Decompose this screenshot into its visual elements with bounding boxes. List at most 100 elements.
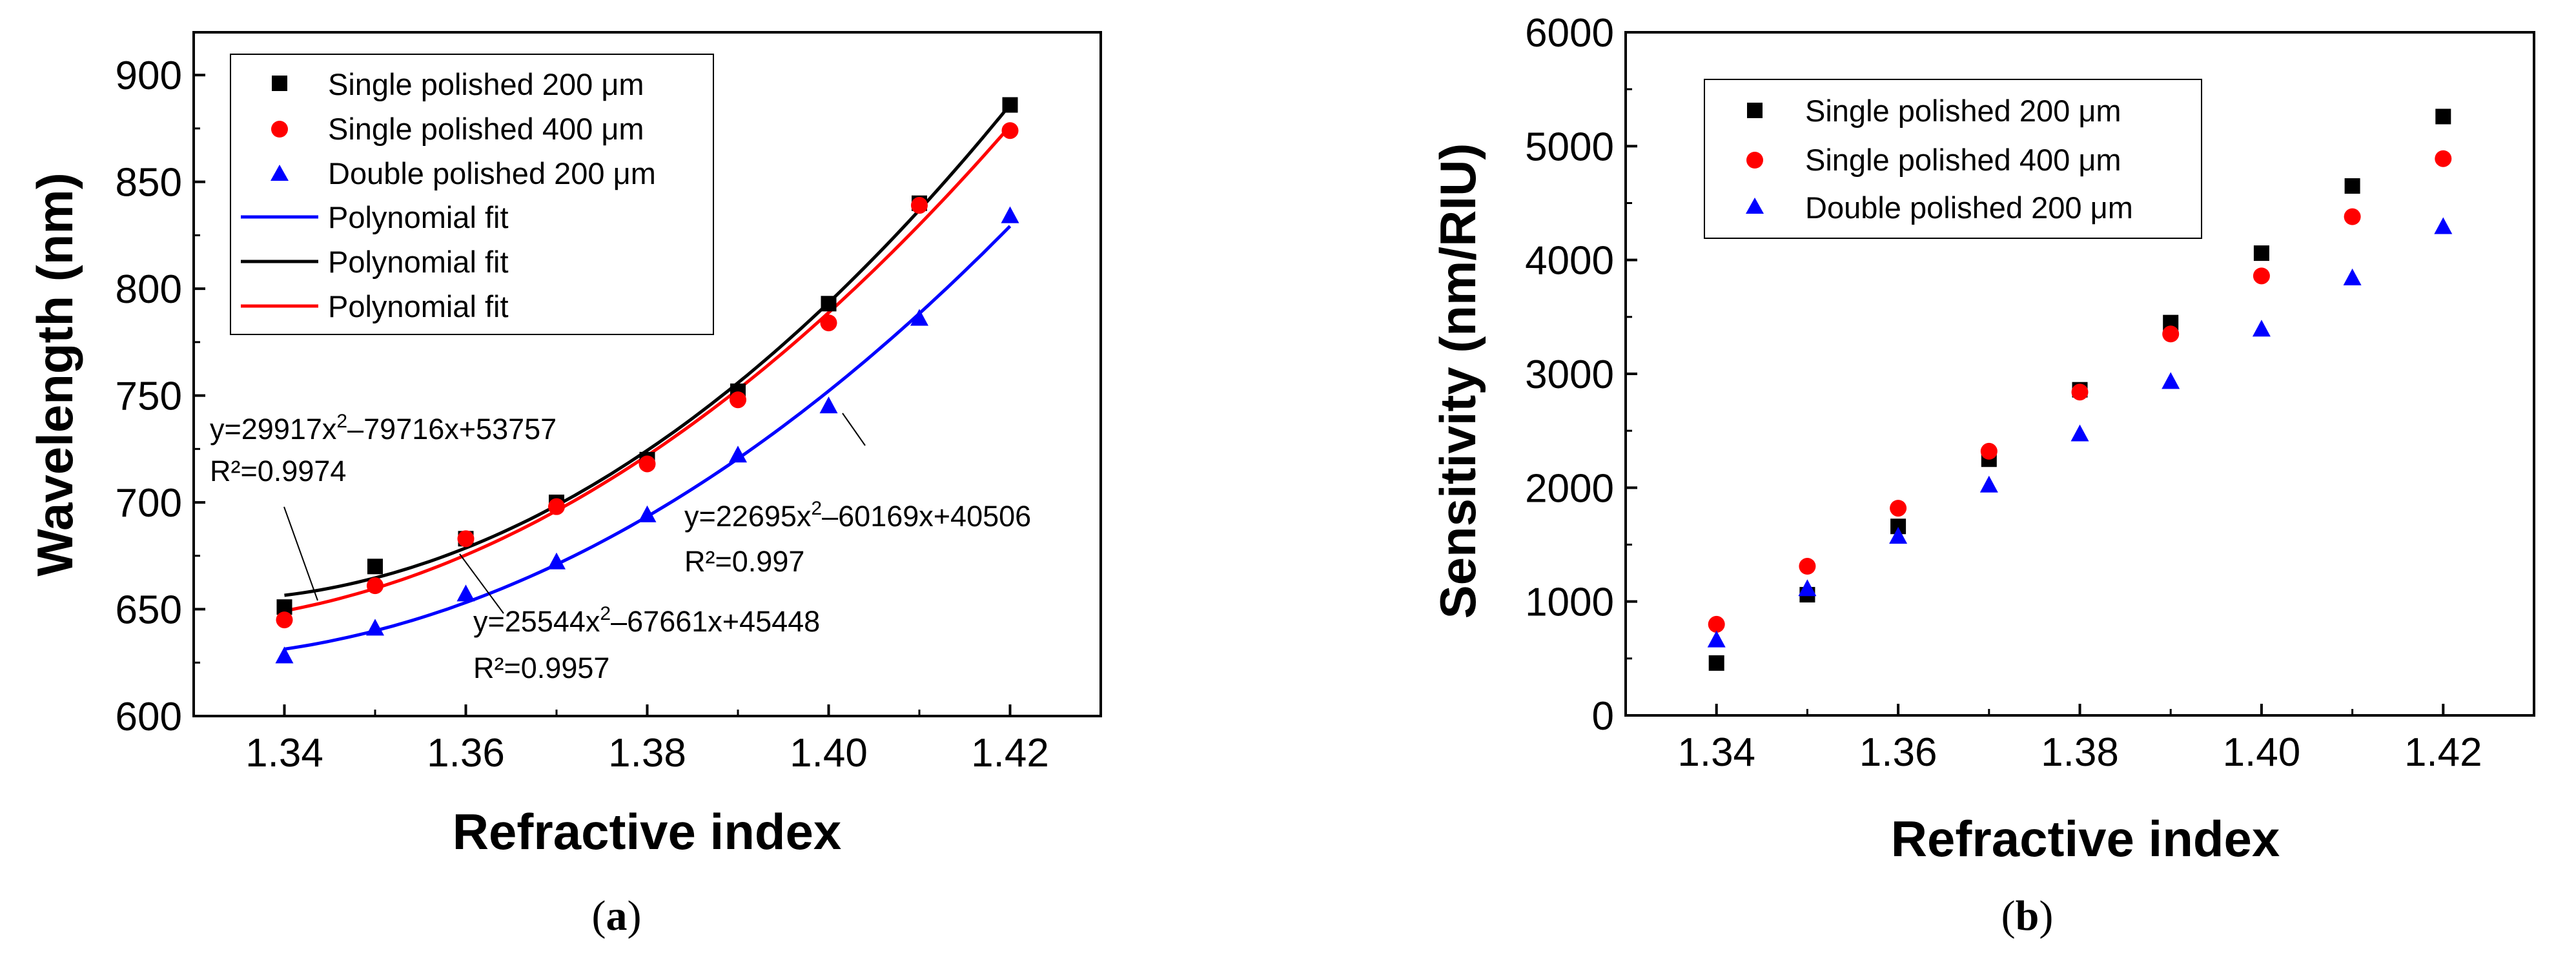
x-tick-label: 1.40 [790,731,868,775]
fit-equation: y=29917x2–79716x+53757 [210,411,557,446]
data-point-circle [1980,442,1998,460]
y-axis-label: Wavelength (nm) [26,172,83,576]
legend-box [1704,79,2202,239]
data-point-triangle [1707,630,1726,648]
panel-a-chart: 1.34 1.36 1.38 1.40 1.42 600 650 700 750 800 850 90… [26,31,1102,939]
annotation-leader [459,553,504,614]
y-tick-label: 850 [116,161,182,205]
y-tick-label: 5000 [1525,125,1614,169]
legend-label: Single polished 200 μm [1805,94,2121,128]
legend-marker-triangle [1746,198,1764,214]
data-point-square [367,558,383,575]
legend-label: Single polished 400 μm [328,112,644,146]
legend-marker-square [272,76,287,91]
y-tick-label: 6000 [1525,11,1614,56]
data-point-circle [730,391,746,409]
x-axis-label: Refractive index [453,803,842,860]
y-tick-label: 700 [116,481,182,526]
y-tick-label: 650 [116,588,182,633]
y-tick-label: 800 [116,267,182,312]
data-point-circle [1799,558,1816,575]
data-point-circle [2162,325,2180,343]
legend-marker-circle [271,121,288,138]
y-tick-label: 2000 [1525,466,1614,511]
legend-label: Polynomial fit [328,200,509,234]
y-tick-label: 4000 [1525,239,1614,283]
data-point-triangle [729,446,747,463]
data-point-triangle [1798,579,1817,597]
data-point-circle [276,611,293,629]
data-point-triangle [366,619,384,636]
data-point-square [821,296,837,312]
fit-r2: R²=0.997 [684,545,804,578]
data-point-triangle [2162,372,2180,389]
data-point-circle [911,197,928,214]
data-point-square [1002,97,1018,113]
legend-label: Double polished 200 μm [1805,190,2133,225]
data-point-triangle [275,646,294,664]
data-point-circle [1890,500,1907,517]
fit-equation: y=22695x2–60169x+40506 [684,498,1031,533]
axis-ticks: 1.34 1.36 1.38 1.40 1.42 600 650 700 750 800 850 90… [116,54,1049,775]
data-point-triangle [910,309,928,326]
y-tick-label: 600 [116,695,182,739]
data-point-square [1708,655,1724,671]
data-point-circle [367,577,383,595]
data-point-triangle [2343,268,2362,285]
annotation-leader [283,506,318,601]
x-tick-label: 1.34 [245,731,323,775]
y-tick-label: 0 [1592,694,1614,739]
x-axis-label: Refractive index [1891,810,2280,867]
legend-label: Single polished 200 μm [328,67,644,101]
data-points [275,97,1019,664]
data-point-circle [1708,615,1725,633]
panel-caption: (b) [2001,892,2054,939]
legend: Single polished 200 μm Single polished 4… [1704,79,2202,239]
data-point-circle [457,530,475,548]
data-point-triangle [819,396,838,414]
data-point-circle [820,314,837,332]
data-point-triangle [1889,527,1908,544]
data-point-square [2253,245,2269,261]
fit-r2: R²=0.9957 [473,651,609,684]
panel-caption: (a) [592,892,642,939]
x-tick-label: 1.40 [2223,730,2301,775]
data-point-triangle [638,505,657,522]
data-point-circle [1001,122,1019,139]
legend-label: Double polished 200 μm [328,156,656,190]
data-point-triangle [2070,424,2089,442]
x-tick-label: 1.42 [2404,730,2482,775]
data-point-circle [548,498,565,515]
legend-marker-circle [1746,152,1763,169]
data-point-triangle [2252,320,2271,337]
fit-curve [284,103,1012,597]
legend-label: Polynomial fit [328,289,509,323]
data-point-circle [2344,208,2361,225]
y-axis-label: Sensitivity (nm/RIU) [1429,143,1486,619]
legend-label: Polynomial fit [328,245,509,279]
data-point-triangle [456,584,475,602]
y-tick-label: 750 [116,374,182,419]
x-tick-label: 1.38 [608,731,686,775]
y-tick-label: 1000 [1525,580,1614,625]
data-point-square [2435,108,2451,125]
data-point-circle [2253,267,2270,285]
data-point-triangle [1979,475,1998,493]
data-point-triangle [1001,206,1019,223]
x-tick-label: 1.42 [971,731,1049,775]
y-tick-label: 900 [116,54,182,98]
data-point-triangle [2434,217,2453,234]
fit-equation: y=25544x2–67661x+45448 [473,603,820,638]
legend-box [230,54,714,335]
data-point-triangle [547,552,566,569]
legend-label: Single polished 400 μm [1805,143,2121,177]
y-tick-label: 3000 [1525,353,1614,397]
data-point-square [2344,178,2360,194]
legend-marker-triangle [271,165,289,181]
legend-marker-square [1747,103,1763,118]
x-tick-label: 1.36 [1859,730,1937,775]
axis-ticks: 1.34 1.36 1.38 1.40 1.42 0 1000 2000 3000 4000 500… [1525,11,2482,775]
annotation-leader [842,413,866,446]
data-point-circle [2435,150,2452,167]
